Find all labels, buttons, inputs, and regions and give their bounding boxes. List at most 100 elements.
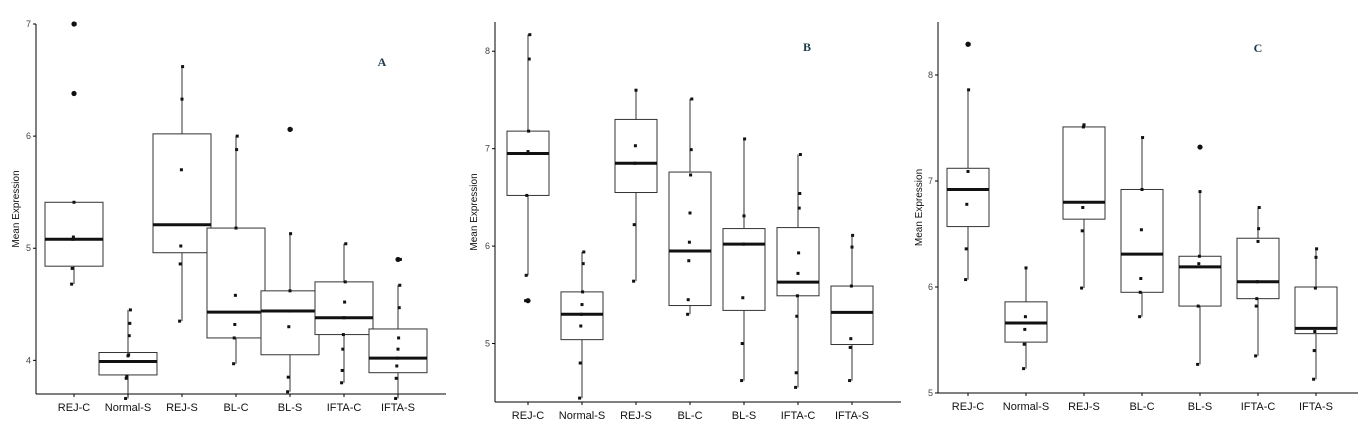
y-axis-label: Mean Expression <box>469 173 480 250</box>
outlier-point <box>395 256 401 263</box>
y-tick-label: 8 <box>928 70 933 80</box>
iqr-box <box>260 290 320 356</box>
data-point <box>579 324 583 328</box>
data-point <box>288 289 292 293</box>
panel-label: B <box>803 40 811 54</box>
box-bl-c <box>668 97 712 316</box>
data-point <box>179 168 183 172</box>
data-point <box>1198 190 1202 194</box>
data-point <box>343 300 347 304</box>
data-point <box>527 129 531 133</box>
data-point <box>127 334 131 338</box>
data-point <box>125 359 129 363</box>
x-tick-label: BL-S <box>1188 401 1212 413</box>
data-point <box>1080 286 1084 290</box>
x-tick-label: REJ-C <box>512 410 544 422</box>
data-point <box>1196 304 1200 308</box>
data-point <box>1024 266 1028 270</box>
x-tick-label: BL-C <box>677 410 702 422</box>
chart-panel-a: 4 5 6 7 Mean Expression A REJ-C Normal-S REJ-S BL… <box>0 0 450 444</box>
box-bl-s <box>722 137 766 383</box>
iqr-box <box>830 285 874 346</box>
x-tick-label: IFTA-C <box>1241 401 1276 413</box>
y-tick-label: 7 <box>485 144 490 154</box>
y-tick-label: 5 <box>485 339 490 349</box>
data-point <box>1314 255 1318 259</box>
data-point <box>1082 123 1086 127</box>
box-bl-c <box>1120 136 1164 319</box>
data-point <box>124 396 128 400</box>
data-point <box>632 223 636 227</box>
data-point <box>1313 330 1317 334</box>
data-point <box>740 342 744 346</box>
data-point <box>341 347 345 351</box>
data-point <box>232 336 236 340</box>
data-point <box>1313 286 1317 290</box>
data-point <box>796 271 800 275</box>
data-point <box>849 284 853 288</box>
data-point <box>1255 297 1259 301</box>
data-point <box>124 376 128 380</box>
data-point <box>180 97 184 101</box>
data-point <box>1255 280 1259 284</box>
x-tick-label: IFTA-C <box>327 402 362 414</box>
data-point <box>1257 227 1261 231</box>
data-point <box>1197 262 1201 266</box>
data-point <box>1022 367 1026 371</box>
data-point <box>689 173 693 177</box>
iqr-box <box>1294 286 1338 335</box>
x-tick-label: BL-S <box>278 402 302 414</box>
y-tick-label: 6 <box>928 282 933 292</box>
box-normal-s <box>1004 266 1048 371</box>
data-point <box>581 290 585 294</box>
data-point <box>686 298 690 302</box>
data-point <box>398 283 402 287</box>
y-axis-label: Mean Expression <box>914 169 925 246</box>
iqr-box <box>1236 237 1280 300</box>
data-point <box>967 88 971 92</box>
box-normal-s <box>98 308 158 400</box>
iqr-box <box>314 281 374 336</box>
data-point <box>527 57 531 61</box>
data-point <box>287 325 291 329</box>
chart-panel-c: 5 6 7 8 Mean Expression C REJ-C Normal-S REJ-S BL… <box>908 0 1362 444</box>
box-bl-s <box>1178 144 1222 366</box>
box-ifta-c <box>314 242 374 385</box>
data-point <box>181 65 185 69</box>
box-bl-c <box>206 134 266 366</box>
data-point <box>965 202 969 206</box>
x-tick-label: IFTA-S <box>1299 401 1333 413</box>
data-point <box>1138 315 1142 319</box>
data-point <box>1254 304 1258 308</box>
data-point <box>579 312 583 316</box>
data-point <box>395 364 399 368</box>
iqr-box <box>668 171 712 307</box>
box-rej-s <box>614 88 658 283</box>
y-tick-label: 5 <box>26 243 31 253</box>
data-point <box>127 353 131 357</box>
data-point <box>1022 342 1026 346</box>
data-point <box>1254 354 1258 358</box>
y-tick-label: 8 <box>485 46 490 56</box>
x-tick-label: BL-C <box>223 402 248 414</box>
data-point <box>128 308 132 312</box>
box-rej-c <box>44 21 104 286</box>
box-ifta-s <box>830 233 874 383</box>
outlier-point <box>525 298 531 304</box>
box-ifta-c <box>1236 206 1280 358</box>
data-point <box>795 294 799 298</box>
data-point <box>125 374 129 378</box>
box-rej-s <box>1062 123 1106 290</box>
data-point <box>528 33 532 37</box>
data-point <box>740 379 744 383</box>
box-ifta-c <box>776 153 820 389</box>
outlier-point <box>287 126 293 132</box>
x-tick-label: Normal-S <box>1003 401 1049 413</box>
data-point <box>964 278 968 282</box>
data-point <box>966 169 970 173</box>
data-point <box>632 279 636 283</box>
data-point <box>795 314 799 318</box>
data-point <box>233 322 237 326</box>
data-point <box>344 242 348 246</box>
data-point <box>633 161 637 165</box>
